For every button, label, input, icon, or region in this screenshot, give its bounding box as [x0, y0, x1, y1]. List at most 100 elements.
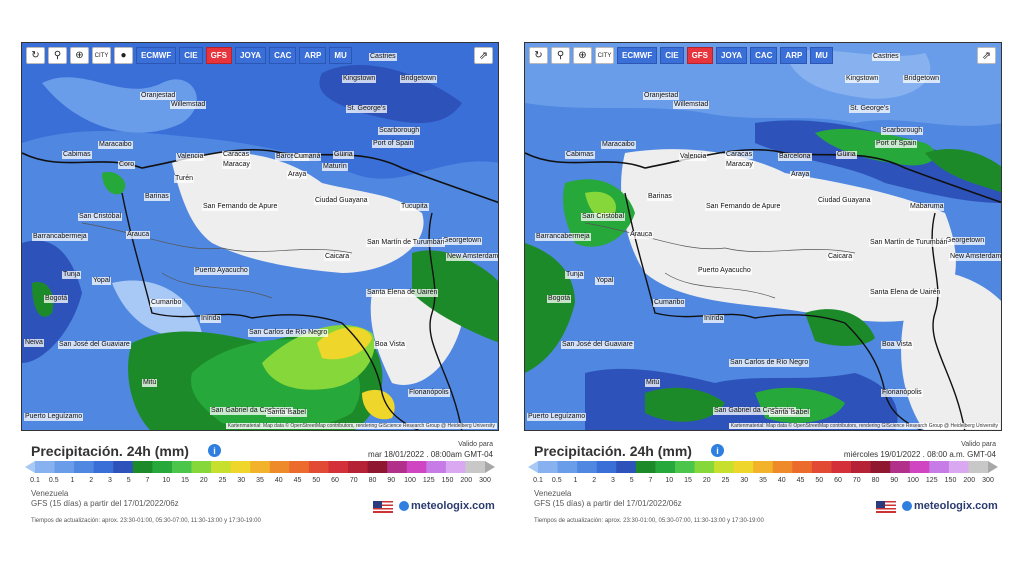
place-label: San Carlos de Río Negro	[729, 359, 810, 367]
us-flag-icon[interactable]	[876, 501, 896, 513]
globe-icon	[902, 501, 912, 511]
color-scale-bar	[528, 461, 998, 473]
color-scale-swatch	[191, 461, 212, 473]
color-scale-tick: 0.1	[533, 477, 543, 484]
place-label: Oranjestad	[140, 92, 177, 100]
color-scale-tick: 7	[145, 477, 150, 484]
color-scale-swatch	[538, 461, 559, 473]
model-button-cac[interactable]: CAC	[750, 47, 778, 64]
place-label: Araya	[287, 171, 308, 179]
info-icon[interactable]: i	[711, 444, 724, 457]
color-scale-swatch	[694, 461, 715, 473]
color-scale-swatch	[348, 461, 369, 473]
brand-logo[interactable]: meteologix.com	[902, 500, 998, 512]
color-scale-tick: 30	[740, 477, 749, 484]
color-scale-tick: 35	[256, 477, 264, 484]
color-scale-ticks: 0.1 0.5 1 2 3 5 7 10 15 20 25 30 35 40 45 50 60 70 80 90 100…	[533, 477, 994, 487]
precipitation-map[interactable]: ↻ ⚲ ⊕ CITY ● ECMWF CIE GFS JOYA CAC ARP …	[21, 42, 499, 431]
city-icon[interactable]: CITY	[92, 47, 111, 64]
place-label: Cabimas	[62, 151, 92, 159]
model-button-arp[interactable]: ARP	[780, 47, 808, 64]
share-icon[interactable]: ⇗	[474, 47, 493, 64]
place-label: Araya	[790, 171, 811, 179]
model-button-cie[interactable]: CIE	[179, 47, 203, 64]
precipitation-map[interactable]: ↻ ⚲ ⊕ CITY ECMWF CIE GFS JOYA CAC ARP MU…	[524, 42, 1002, 431]
map-attribution: Kartenmaterial: Map data © OpenStreetMap…	[728, 423, 1000, 429]
place-label: Bridgetown	[400, 75, 438, 83]
model-button-joya[interactable]: JOYA	[235, 47, 267, 64]
color-scale-tick: 70	[852, 477, 861, 484]
map-toolbar: ↻ ⚲ ⊕ CITY ECMWF CIE GFS JOYA CAC ARP MU	[529, 47, 833, 64]
us-flag-icon[interactable]	[373, 501, 393, 513]
model-button-mu[interactable]: MU	[329, 47, 352, 64]
color-scale-swatch	[25, 461, 35, 473]
color-scale-swatch	[152, 461, 173, 473]
place-label: Maracaibo	[601, 141, 636, 149]
dark-mode-icon[interactable]: ●	[114, 47, 133, 64]
brand-name: meteologix.com	[914, 500, 998, 512]
color-scale-swatch	[35, 461, 56, 473]
place-label: New Amsterdam	[949, 253, 1002, 261]
model-button-gfs[interactable]: GFS	[686, 47, 714, 64]
place-label: San Carlos de Río Negro	[248, 329, 329, 337]
place-label: Maracay	[725, 161, 754, 169]
place-label: Oranjestad	[643, 92, 680, 100]
zoom-icon[interactable]: ⊕	[70, 47, 89, 64]
place-label: Florianópolis	[881, 389, 923, 397]
model-button-cac[interactable]: CAC	[269, 47, 297, 64]
model-button-gfs[interactable]: GFS	[205, 47, 233, 64]
place-label: Coro	[118, 161, 136, 169]
location-pin-icon[interactable]: ⚲	[48, 47, 67, 64]
model-button-cie[interactable]: CIE	[660, 47, 684, 64]
place-label: Puerto Leguízamo	[24, 413, 84, 421]
color-scale-tick: 150	[944, 477, 957, 484]
color-scale-swatch	[132, 461, 153, 473]
refresh-icon[interactable]: ↻	[26, 47, 45, 64]
place-label: Valencia	[176, 153, 205, 161]
place-label: Barinas	[647, 193, 673, 201]
place-label: Caicara	[324, 253, 351, 261]
place-label: Barcelona	[778, 153, 812, 161]
share-icon[interactable]: ⇗	[977, 47, 996, 64]
place-label: Port of Spain	[875, 140, 918, 148]
model-button-ecmwf[interactable]: ECMWF	[136, 47, 177, 64]
legend-title: Precipitación. 24h (mm)	[534, 443, 692, 459]
model-button-joya[interactable]: JOYA	[716, 47, 748, 64]
model-button-ecmwf[interactable]: ECMWF	[617, 47, 658, 64]
map-attribution: Kartenmaterial: Map data © OpenStreetMap…	[225, 423, 497, 429]
color-scale-tick: 125	[925, 477, 938, 484]
place-label: Scarborough	[378, 127, 421, 135]
place-label: Bridgetown	[903, 75, 941, 83]
map-toolbar: ↻ ⚲ ⊕ CITY ● ECMWF CIE GFS JOYA CAC ARP …	[26, 47, 352, 64]
city-icon[interactable]: CITY	[595, 47, 614, 64]
color-scale-tick: 1	[573, 477, 578, 484]
color-scale-swatch	[577, 461, 598, 473]
color-scale-tick: 150	[441, 477, 454, 484]
model-button-mu[interactable]: MU	[810, 47, 833, 64]
brand-logo[interactable]: meteologix.com	[399, 500, 495, 512]
color-scale-tick: 7	[648, 477, 653, 484]
color-scale-tick: 90	[387, 477, 396, 484]
color-scale-swatch	[54, 461, 75, 473]
precipitation-layer	[525, 43, 1001, 430]
color-scale-tick: 25	[721, 477, 730, 484]
info-icon[interactable]: i	[208, 444, 221, 457]
color-scale-swatch	[269, 461, 290, 473]
place-label: San Cristóbal	[78, 213, 123, 221]
color-scale-tick: 0.1	[30, 477, 40, 484]
place-label: San Fernando de Apure	[705, 203, 782, 211]
place-label: Caracas	[222, 151, 251, 159]
refresh-icon[interactable]: ↻	[529, 47, 548, 64]
color-scale-swatch	[851, 461, 872, 473]
place-label: Barinas	[144, 193, 170, 201]
model-button-arp[interactable]: ARP	[299, 47, 327, 64]
place-label: Puerto Ayacucho	[194, 267, 249, 275]
color-scale-tick: 90	[890, 477, 899, 484]
place-label: Castries	[369, 53, 397, 61]
color-scale-tick: 3	[108, 477, 112, 484]
color-scale-swatch	[113, 461, 134, 473]
location-pin-icon[interactable]: ⚲	[551, 47, 570, 64]
zoom-icon[interactable]: ⊕	[573, 47, 592, 64]
model-run-label: GFS (15 días) a partir del 17/01/2022/06…	[31, 499, 179, 508]
color-scale-tick: 0.5	[48, 477, 59, 484]
